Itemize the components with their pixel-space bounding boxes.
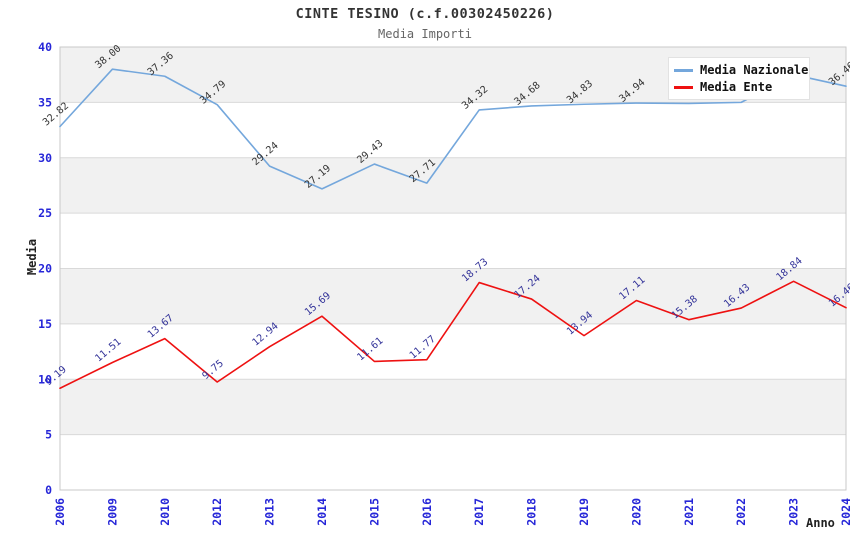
y-tick-label: 20: [38, 262, 52, 276]
line-swatch-icon: [674, 68, 693, 72]
x-tick-label: 2022: [734, 498, 748, 526]
series-line-media-nazionale: [59, 68, 847, 190]
x-axis-title: Anno: [806, 516, 835, 530]
y-tick-label: 15: [38, 317, 52, 331]
plot-border: [59, 46, 847, 491]
x-tick-label: 2020: [629, 498, 643, 526]
x-tick-label: 2019: [577, 498, 591, 526]
legend: Media Nazionale Media Ente: [668, 57, 810, 100]
x-tick-label: 2017: [472, 498, 486, 526]
y-tick-label: 10: [38, 372, 52, 386]
y-tick-label: 5: [45, 428, 52, 442]
y-tick-label: 0: [45, 483, 52, 497]
legend-label: Media Nazionale: [700, 63, 809, 77]
x-tick-label: 2016: [420, 498, 434, 526]
chart-subtitle: Media Importi: [378, 27, 472, 41]
x-tick-label: 2024: [839, 498, 850, 526]
x-tick-label: 2023: [787, 498, 801, 526]
legend-item-media-nazionale: Media Nazionale: [674, 63, 808, 77]
data-label-media-ente: 12.94: [251, 321, 281, 349]
legend-label: Media Ente: [700, 80, 773, 94]
y-tick-label: 35: [38, 95, 52, 109]
x-tick-label: 2009: [105, 498, 119, 526]
x-tick-label: 2006: [53, 498, 67, 526]
plot-band: [60, 379, 846, 435]
chart-title: CINTE TESINO (c.f.00302450226): [295, 6, 555, 22]
y-tick-label: 30: [38, 151, 52, 165]
x-tick-label: 2018: [525, 498, 539, 526]
y-tick-label: 25: [38, 206, 52, 220]
legend-item-media-ente: Media Ente: [674, 80, 804, 94]
line-swatch-icon: [674, 85, 693, 89]
x-tick-label: 2010: [158, 498, 172, 526]
data-label-media-ente: 11.77: [408, 334, 438, 362]
x-tick-label: 2014: [315, 498, 329, 526]
x-tick-label: 2012: [210, 498, 224, 526]
y-tick-label: 40: [38, 40, 52, 54]
x-tick-label: 2021: [682, 498, 696, 526]
x-tick-label: 2015: [367, 498, 381, 526]
x-tick-label: 2013: [263, 498, 277, 526]
plot-band: [60, 157, 846, 214]
series-line-media-ente: [59, 280, 847, 390]
